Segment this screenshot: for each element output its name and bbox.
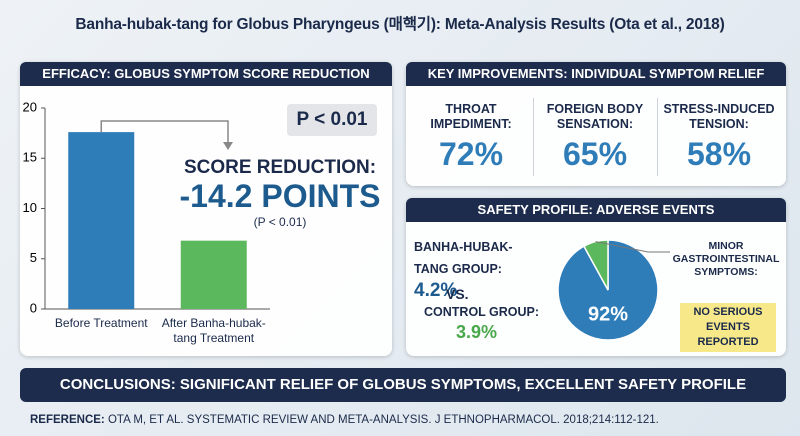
y-tick-label: 15: [23, 150, 37, 165]
control-label: CONTROL GROUP:: [424, 305, 540, 319]
vs-label: VS.: [446, 286, 469, 302]
arrow: [100, 120, 229, 146]
leader-line: [595, 241, 670, 253]
reduction-value: -14.2 POINTS: [179, 178, 381, 214]
panel-title: KEY IMPROVEMENTS: INDIVIDUAL SYMPTOM REL…: [406, 62, 786, 86]
control-value: 3.9%: [456, 322, 498, 342]
x-tick-label: Before Treatment: [54, 316, 148, 330]
improvement-label: FOREIGN BODY SENSATION:: [546, 102, 644, 131]
divider: [657, 98, 658, 176]
x-tick-label: After Banha-hubak-tang Treatment: [161, 316, 266, 345]
improvement-value: 65%: [562, 136, 628, 172]
pie-value-label: 92%: [588, 303, 628, 325]
y-tick-label: 0: [30, 300, 37, 315]
y-tick-label: 20: [23, 99, 37, 114]
improvement-value: 58%: [686, 136, 752, 172]
reference-text: OTA M, ET AL. SYSTEMATIC REVIEW AND META…: [107, 414, 659, 426]
y-tick-label: 5: [30, 250, 37, 265]
group-block: BANHA-HUBAK-TANG GROUP: 4.2%: [414, 236, 544, 303]
pie-category-label: MINOR GASTROINTESTINAL SYMPTOMS:: [672, 240, 780, 278]
no-serious-badge: NO SERIOUS EVENTS REPORTED: [680, 303, 776, 352]
reduction-label: SCORE REDUCTION:: [183, 157, 377, 178]
p-badge: P < 0.01: [287, 104, 377, 136]
improvement-label: STRESS-INDUCED TENSION:: [663, 102, 775, 131]
group-label: BANHA-HUBAK-TANG GROUP:: [414, 240, 513, 276]
panel-title: EFFICACY: GLOBUS SYMPTOM SCORE REDUCTION: [20, 62, 392, 86]
bar: [68, 132, 135, 309]
page-title: Banha-hubak-tang for Globus Pharyngeus (…: [75, 16, 725, 33]
improvement-label: THROAT IMPEDIMENT:: [430, 102, 512, 131]
divider: [533, 98, 534, 176]
bar: [180, 240, 247, 309]
improvement-value: 72%: [438, 136, 504, 172]
arrow-head: [223, 142, 233, 150]
y-tick-label: 10: [23, 200, 37, 215]
conclusion: CONCLUSIONS: SIGNIFICANT RELIEF OF GLOBU…: [20, 368, 786, 402]
reduction-p: (P < 0.01): [253, 215, 307, 229]
panel-title: SAFETY PROFILE: ADVERSE EVENTS: [406, 198, 786, 222]
group-value: 4.2%: [414, 280, 458, 301]
improvements-panel: KEY IMPROVEMENTS: INDIVIDUAL SYMPTOM REL…: [406, 62, 786, 186]
reference-label: REFERENCE:: [30, 414, 105, 426]
reference: REFERENCE: OTA M, ET AL. SYSTEMATIC REVI…: [30, 414, 659, 426]
